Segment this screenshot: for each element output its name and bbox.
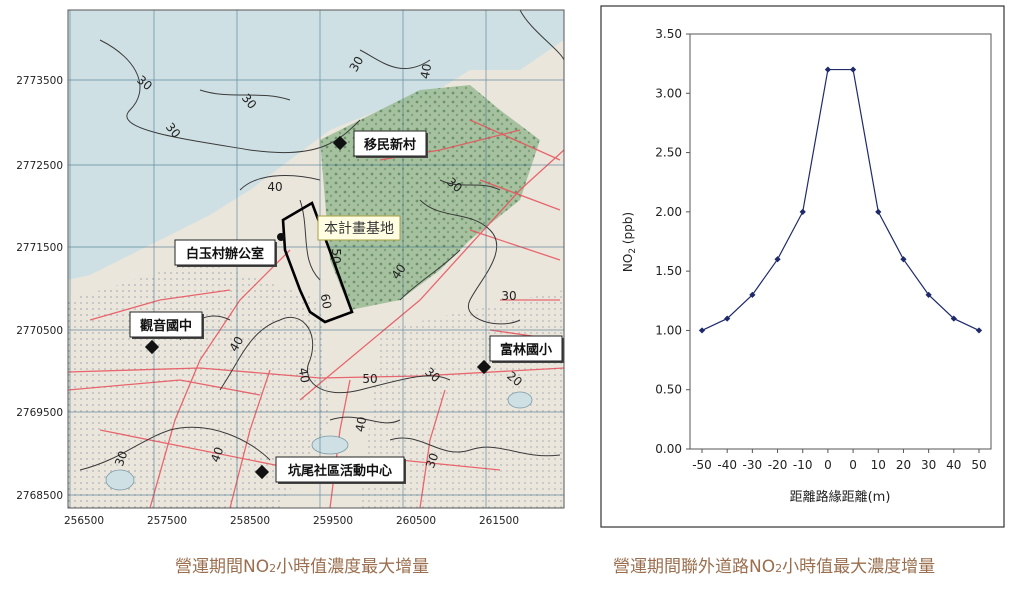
contour-value-label: 30 xyxy=(112,449,130,468)
caption-right-post: 小時值最大濃度增量 xyxy=(782,557,936,577)
caption-left: 營運期間NO2小時值濃度最大增量 xyxy=(175,552,429,577)
site-label-text: 本計畫基地 xyxy=(324,220,394,237)
place-marker-group: 觀音國中 xyxy=(129,311,204,355)
caption-right-sub: 2 xyxy=(775,562,783,575)
place-label-text: 觀音國中 xyxy=(140,318,192,334)
caption-left-sub: 2 xyxy=(269,562,277,575)
place-diamond-icon xyxy=(332,135,348,151)
map-pond xyxy=(507,391,533,409)
map-x-ticks: 256500 257500 258500 259500 260500 261500 xyxy=(64,515,519,527)
contour-value-label: 40 xyxy=(296,367,312,384)
place-dot-icon xyxy=(277,233,285,241)
place-marker-group: 白玉村辦公室 xyxy=(174,233,285,267)
place-label-box xyxy=(174,239,276,266)
map-y-tick-label: 2770500 xyxy=(16,325,63,337)
map-x-tick-label: 259500 xyxy=(313,515,353,527)
map-x-tick-label: 261500 xyxy=(479,515,519,527)
place-label-box xyxy=(489,335,563,362)
contour-value-label: 40 xyxy=(353,416,369,433)
map-x-tick-label: 256500 xyxy=(64,515,104,527)
place-label-text: 移民新村 xyxy=(364,137,416,153)
place-marker-group: 富林國小 xyxy=(476,335,564,375)
contour-value-label: 30 xyxy=(501,289,516,303)
place-marker-group: 坑尾社區活動中心 xyxy=(254,456,406,484)
place-label-box xyxy=(353,130,427,157)
map-y-ticks: 2773500 2772500 2771500 2770500 2769500 27685… xyxy=(16,75,63,502)
contour-value-label: 30 xyxy=(423,451,441,470)
contour-value-label: 40 xyxy=(208,445,226,464)
map-frame xyxy=(67,9,565,509)
map-pond xyxy=(311,435,349,455)
caption-left-pre: 營運期間NO xyxy=(175,557,270,577)
contour-value-label: 60 xyxy=(318,293,334,310)
map-y-tick-label: 2773500 xyxy=(16,75,63,87)
place-label-box xyxy=(275,456,405,483)
contour-value-label: 30 xyxy=(347,54,367,74)
caption-right: 營運期間聯外道路NO2小時值最大濃度增量 xyxy=(613,552,935,577)
place-diamond-icon xyxy=(476,359,492,375)
place-label-text: 坑尾社區活動中心 xyxy=(288,463,392,479)
contour-value-label: 40 xyxy=(227,334,247,354)
map-y-tick-label: 2771500 xyxy=(16,242,63,254)
caption-left-post: 小時值濃度最大增量 xyxy=(276,557,430,577)
map-y-tick-label: 2768500 xyxy=(16,490,63,502)
place-diamond-icon xyxy=(144,339,160,355)
map-sea xyxy=(68,10,564,280)
site-label: 本計畫基地 xyxy=(317,215,401,241)
contour-value-label: 50 xyxy=(329,248,343,263)
caption-right-pre: 營運期間聯外道路NO xyxy=(613,557,776,577)
map-contours xyxy=(79,10,564,471)
place-diamond-icon xyxy=(254,464,270,480)
map-y-tick-label: 2769500 xyxy=(16,407,63,419)
place-label-text: 白玉村辦公室 xyxy=(186,246,264,262)
map-x-tick-label: 257500 xyxy=(147,515,187,527)
map-pond xyxy=(105,469,135,491)
map-y-tick-label: 2772500 xyxy=(16,160,63,172)
place-label-text: 富林國小 xyxy=(500,342,552,358)
map-x-tick-label: 260500 xyxy=(396,515,436,527)
map-x-tick-label: 258500 xyxy=(230,515,270,527)
contour-value-label: 50 xyxy=(362,372,377,386)
place-marker-group: 移民新村 xyxy=(332,130,428,158)
place-label-box xyxy=(129,311,203,338)
contour-value-label: 40 xyxy=(418,63,434,80)
contour-value-label: 40 xyxy=(267,180,282,194)
